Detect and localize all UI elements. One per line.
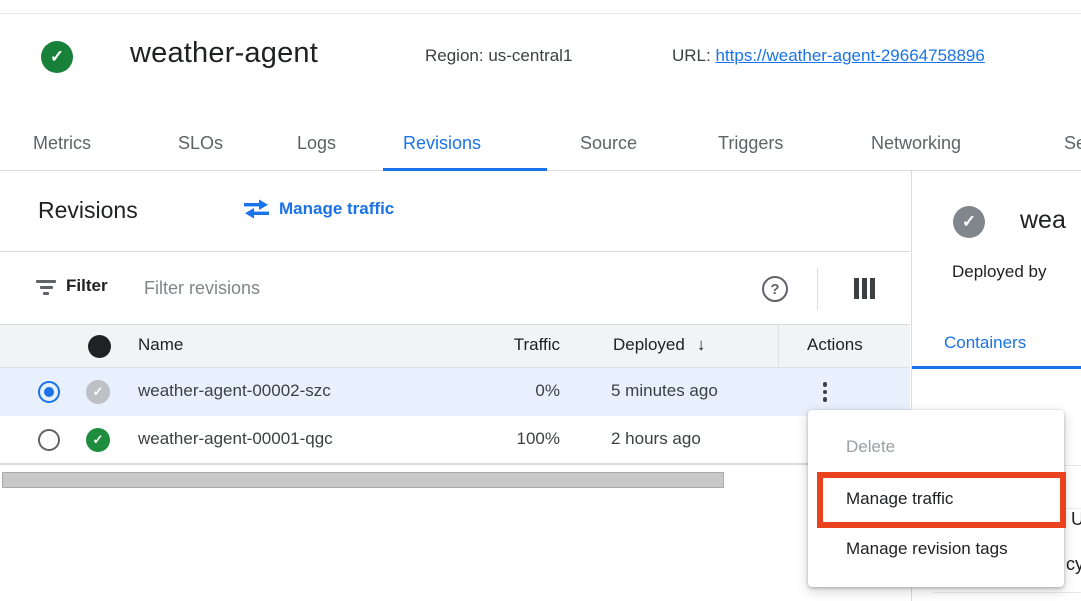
revision-status-check-circle-icon: ✓: [953, 206, 985, 238]
tab-security-clipped[interactable]: Se: [1064, 133, 1081, 153]
region-label: Region: us-central1: [425, 46, 573, 65]
revision-deployed: 2 hours ago: [611, 429, 701, 448]
filter-icon: [36, 280, 56, 296]
side-panel-divider: [1064, 465, 1081, 466]
sort-descending-icon: ↓: [696, 335, 706, 354]
row-actions-context-menu: Delete Manage traffic Manage revision ta…: [808, 410, 1064, 587]
manage-traffic-label: Manage traffic: [279, 199, 395, 218]
horizontal-scrollbar[interactable]: [2, 472, 724, 488]
revisions-table-header: Name Traffic Deployed ↓ Actions: [0, 325, 910, 368]
revisions-section-header: Revisions Manage traffic: [0, 171, 910, 252]
tab-logs[interactable]: Logs: [297, 133, 337, 153]
side-panel-title-clipped: wea: [1020, 206, 1066, 234]
deployed-label: Deployed: [613, 335, 685, 354]
url-label: URL:: [672, 46, 711, 65]
side-panel-divider: [1066, 508, 1081, 509]
filter-revisions-input[interactable]: [144, 270, 614, 306]
service-tab-bar: Metrics SLOs Logs Revisions Source Trigg…: [0, 118, 1081, 171]
service-url-link[interactable]: https://weather-agent-29664758896: [715, 46, 985, 65]
check-glyph: ✓: [92, 432, 104, 447]
tab-source[interactable]: Source: [580, 133, 638, 153]
page-title: weather-agent: [130, 37, 318, 69]
revisions-heading: Revisions: [38, 197, 138, 223]
filter-bar: Filter ?: [0, 252, 910, 325]
help-icon[interactable]: ?: [762, 276, 788, 302]
select-all-radio[interactable]: [88, 335, 111, 358]
menu-item-delete: Delete: [846, 437, 896, 456]
row-radio-selected[interactable]: [38, 381, 60, 403]
column-header-name[interactable]: Name: [138, 335, 184, 354]
side-panel-divider: [933, 592, 1081, 593]
menu-item-manage-revision-tags[interactable]: Manage revision tags: [846, 539, 1008, 558]
revision-name: weather-agent-00001-qgc: [138, 429, 333, 448]
containers-tab-underline: [912, 366, 1081, 369]
table-row-revision-00001[interactable]: ✓ weather-agent-00001-qgc 100% 2 hours a…: [0, 416, 910, 464]
deployed-by-label: Deployed by: [952, 262, 1047, 281]
column-display-options-icon[interactable]: [854, 278, 875, 299]
column-header-deployed[interactable]: Deployed ↓: [613, 335, 705, 355]
side-panel-text-fragment: cy: [1066, 554, 1081, 574]
green-check-circle-icon: ✓: [86, 428, 110, 452]
check-glyph: ✓: [92, 384, 104, 399]
toolbar-divider: [817, 268, 818, 310]
service-status-check-circle-icon: ✓: [41, 41, 73, 73]
manage-traffic-button[interactable]: Manage traffic: [236, 193, 402, 225]
check-glyph: ✓: [961, 212, 977, 231]
tab-networking[interactable]: Networking: [871, 133, 962, 153]
revision-deployed: 5 minutes ago: [611, 381, 718, 400]
top-divider: [0, 13, 1081, 14]
question-glyph: ?: [770, 280, 780, 298]
panel-divider: [911, 171, 912, 601]
tab-metrics[interactable]: Metrics: [33, 133, 91, 153]
tab-slos[interactable]: SLOs: [178, 133, 224, 153]
column-header-traffic[interactable]: Traffic: [513, 335, 560, 354]
row-actions-kebab-icon[interactable]: [816, 377, 834, 407]
table-bottom-border: [0, 464, 910, 465]
active-tab-underline: [383, 168, 547, 171]
grey-check-circle-icon: ✓: [86, 380, 110, 404]
column-header-actions: Actions: [807, 335, 863, 354]
revision-traffic: 100%: [516, 429, 560, 448]
tab-revisions[interactable]: Revisions: [403, 133, 482, 153]
check-glyph: ✓: [49, 47, 65, 66]
tab-triggers[interactable]: Triggers: [718, 133, 784, 153]
side-panel-text-fragment: U: [1071, 509, 1081, 529]
row-radio-unselected[interactable]: [38, 429, 60, 451]
filter-label: Filter: [66, 276, 108, 295]
service-url: URL: https://weather-agent-29664758896: [672, 46, 985, 66]
menu-item-manage-traffic[interactable]: Manage traffic: [846, 489, 954, 508]
swap-arrows-icon: [244, 199, 269, 219]
table-row-revision-00002[interactable]: ✓ weather-agent-00002-szc 0% 5 minutes a…: [0, 368, 910, 416]
tab-containers[interactable]: Containers: [944, 333, 1027, 352]
revision-traffic: 0%: [535, 381, 560, 400]
revision-name: weather-agent-00002-szc: [138, 381, 331, 400]
